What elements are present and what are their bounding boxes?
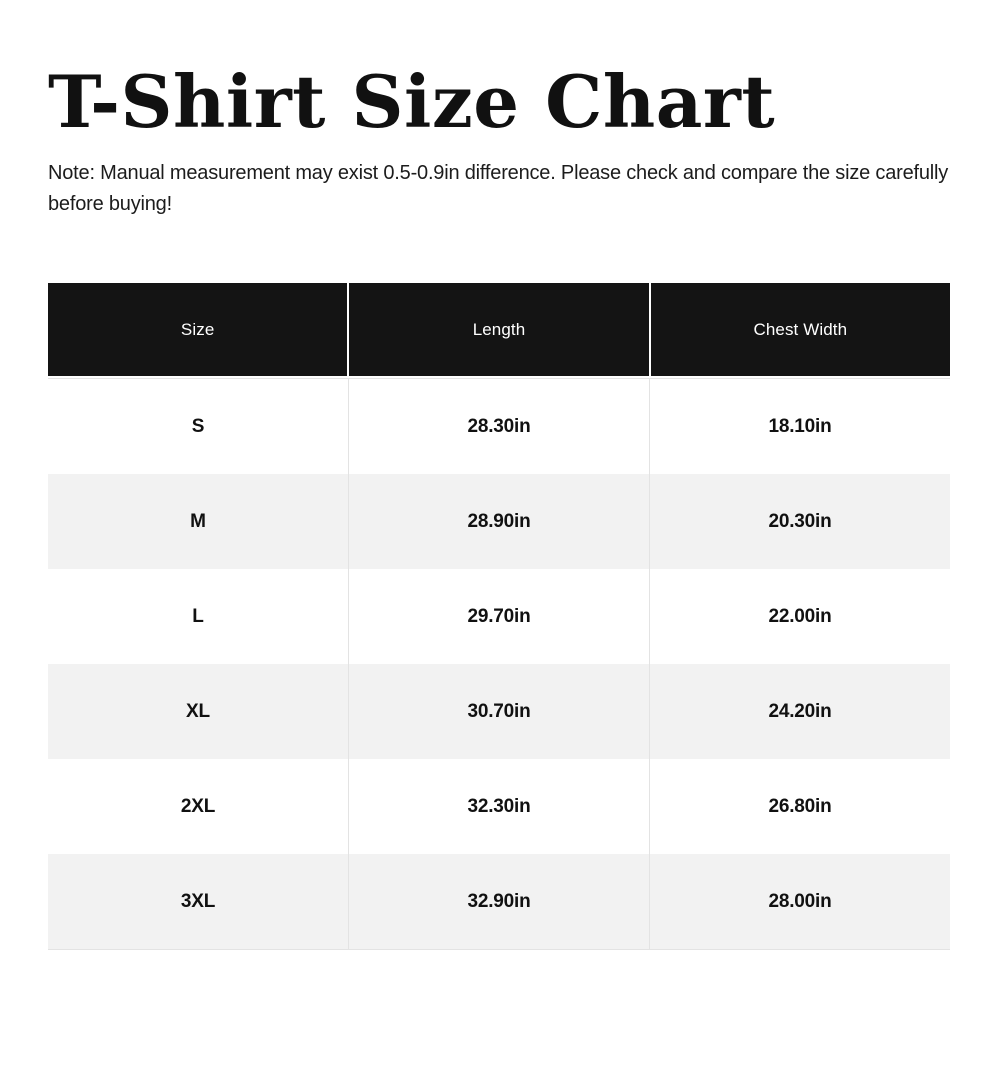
length-cell: 29.70in bbox=[348, 569, 649, 664]
column-header-chest-width: Chest Width bbox=[648, 283, 950, 376]
column-header-size: Size bbox=[180, 319, 215, 339]
table-row: S 28.30in 18.10in bbox=[48, 379, 950, 474]
size-cell: M bbox=[190, 510, 206, 532]
table-row: 2XL 32.30in 26.80in bbox=[48, 759, 950, 854]
size-cell: 3XL bbox=[180, 890, 216, 912]
length-cell: 28.90in bbox=[348, 474, 649, 569]
column-header-length: Length bbox=[347, 283, 648, 376]
table-body: S 28.30in 18.10in M 28.90in 20.30in L 29… bbox=[48, 378, 950, 950]
length-cell: 30.70in bbox=[348, 664, 649, 759]
chest-width-cell: 20.30in bbox=[649, 474, 950, 569]
table-row: L 29.70in 22.00in bbox=[48, 569, 950, 664]
chest-width-cell: 28.00in bbox=[649, 854, 950, 949]
size-cell: 2XL bbox=[180, 795, 216, 817]
page-title: T-Shirt Size Chart bbox=[48, 59, 776, 144]
table-row: M 28.90in 20.30in bbox=[48, 474, 950, 569]
size-cell: XL bbox=[186, 700, 210, 722]
size-chart-page: T-Shirt Size Chart Note: Manual measurem… bbox=[0, 66, 1000, 950]
table-header-row: Size Length Chest Width bbox=[48, 283, 950, 376]
size-cell: L bbox=[192, 605, 204, 627]
table-row: 3XL 32.90in 28.00in bbox=[48, 854, 950, 949]
chest-width-cell: 18.10in bbox=[649, 379, 950, 474]
length-cell: 32.30in bbox=[348, 759, 649, 854]
size-chart-table: Size Length Chest Width S 28.30in 18.10i… bbox=[48, 283, 950, 950]
chest-width-cell: 22.00in bbox=[649, 569, 950, 664]
table-row: XL 30.70in 24.20in bbox=[48, 664, 950, 759]
length-cell: 32.90in bbox=[348, 854, 649, 949]
note-text: Note: Manual measurement may exist 0.5-0… bbox=[48, 162, 949, 215]
chest-width-cell: 24.20in bbox=[649, 664, 950, 759]
chest-width-cell: 26.80in bbox=[649, 759, 950, 854]
page: { "page": { "title": "T-Shirt Size Chart… bbox=[0, 66, 1000, 1066]
length-cell: 28.30in bbox=[348, 379, 649, 474]
size-cell: S bbox=[191, 415, 205, 437]
